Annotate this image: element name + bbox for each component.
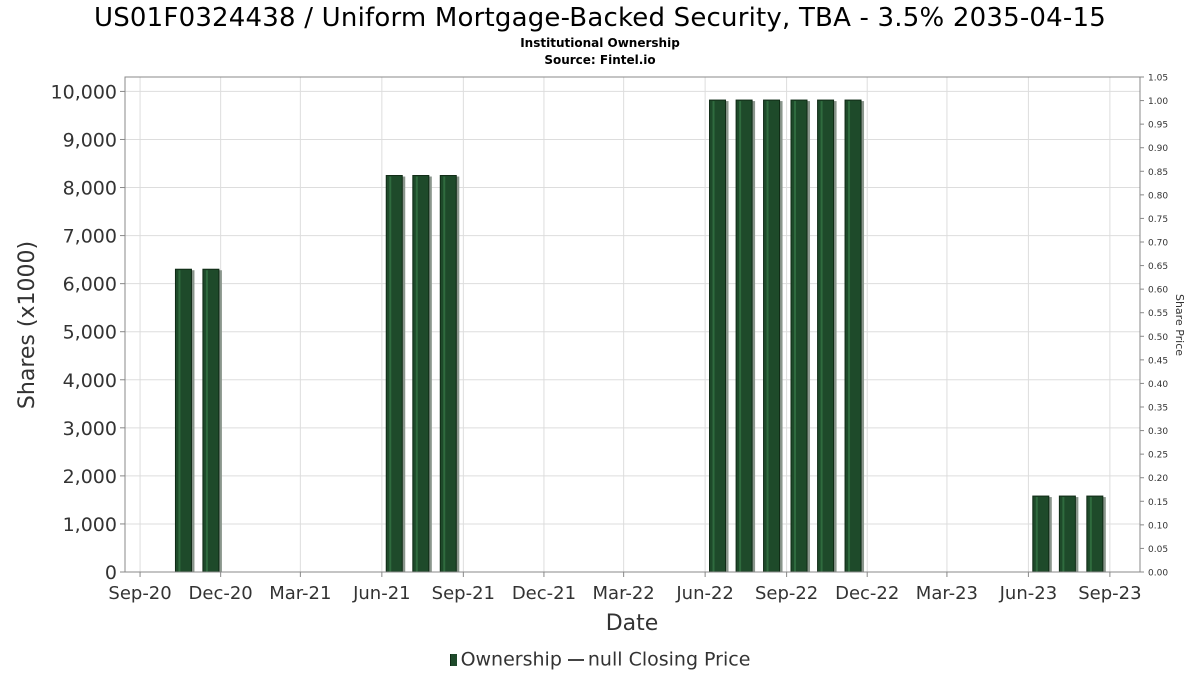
y2-tick-label: 0.15 xyxy=(1148,498,1168,508)
y2-tick-label: 0.30 xyxy=(1148,427,1168,437)
y2-axis: 0.00 0.05 0.10 0.15 0.20 0.25 0.30 0.35 0.40 0.45… xyxy=(1140,74,1168,579)
x-tick-label: Dec-21 xyxy=(512,583,576,604)
y2-tick-label: 0.55 xyxy=(1148,309,1168,319)
ownership-bar xyxy=(1032,495,1050,573)
y-tick-label: 9,000 xyxy=(63,129,117,151)
y-axis-label: Shares (x1000) xyxy=(15,241,40,409)
x-tick-label: Jun-22 xyxy=(675,583,734,604)
bar-highlight xyxy=(766,101,769,572)
y2-tick-label: 0.35 xyxy=(1148,404,1168,414)
bar-highlight xyxy=(415,176,418,573)
plot-frame xyxy=(124,76,1141,573)
bar-highlight xyxy=(443,176,446,573)
y-tick-label: 4,000 xyxy=(63,370,117,392)
bar-highlight xyxy=(848,101,851,572)
x-tick-label: Sep-22 xyxy=(755,583,818,604)
ownership-bar xyxy=(817,99,835,573)
x-tick-label: Mar-23 xyxy=(916,583,978,604)
bar-highlight xyxy=(712,101,715,572)
y-tick-label: 7,000 xyxy=(63,226,117,248)
ownership-bar xyxy=(439,175,457,573)
ownership-bar xyxy=(385,175,403,573)
ownership-bar xyxy=(202,268,220,573)
ownership-bar xyxy=(735,99,753,573)
y-tick-label: 10,000 xyxy=(51,81,117,103)
grid-lines xyxy=(125,77,1140,573)
y-tick-label: 1,000 xyxy=(63,514,117,536)
ownership-bar xyxy=(763,99,781,573)
bar-highlight xyxy=(178,270,181,572)
x-tick-label: Sep-23 xyxy=(1078,583,1141,604)
y-tick-label: 2,000 xyxy=(63,466,117,488)
bar-highlight xyxy=(1089,497,1092,572)
x-tick-label: Mar-22 xyxy=(593,583,655,604)
y2-tick-label: 0.75 xyxy=(1148,215,1168,225)
y-tick-label: 8,000 xyxy=(63,178,117,200)
x-tick-label: Mar-21 xyxy=(269,583,331,604)
bar-highlight xyxy=(794,101,797,572)
chart-source: Source: Fintel.io xyxy=(544,53,656,67)
bar-highlight xyxy=(1035,497,1038,572)
y-tick-label: 3,000 xyxy=(63,418,117,440)
bar-highlight xyxy=(739,101,742,572)
ownership-bar xyxy=(174,268,192,573)
ownership-bar xyxy=(790,99,808,573)
y2-tick-label: 0.65 xyxy=(1148,262,1168,272)
chart-title: US01F0324438 / Uniform Mortgage-Backed S… xyxy=(94,3,1106,33)
y2-tick-label: 0.70 xyxy=(1148,239,1168,249)
y2-tick-label: 0.80 xyxy=(1148,191,1168,201)
y2-axis-label: Share Price xyxy=(1173,294,1186,356)
y2-tick-label: 0.00 xyxy=(1148,569,1168,579)
y2-tick-label: 0.40 xyxy=(1148,380,1168,390)
bar-highlight xyxy=(205,270,208,572)
y2-tick-label: 0.50 xyxy=(1148,333,1168,343)
ownership-bar xyxy=(844,99,862,573)
y2-tick-label: 0.25 xyxy=(1148,451,1168,461)
bars xyxy=(174,99,1106,573)
x-tick-label: Sep-20 xyxy=(108,583,171,604)
x-tick-label: Jun-21 xyxy=(352,583,411,604)
legend: Ownership null Closing Price xyxy=(0,648,1200,671)
x-tick-label: Jun-23 xyxy=(999,583,1058,604)
ownership-bar xyxy=(1058,495,1076,573)
x-tick-label: Dec-20 xyxy=(189,583,253,604)
price-legend-label: null Closing Price xyxy=(587,648,751,671)
y2-tick-label: 1.00 xyxy=(1148,97,1168,107)
y2-tick-label: 0.20 xyxy=(1148,474,1168,484)
ownership-bar xyxy=(412,175,430,573)
y2-tick-label: 0.60 xyxy=(1148,286,1168,296)
x-axis: Sep-20 Dec-20 Mar-21 Jun-21 Sep-21 Dec-21 Mar-… xyxy=(108,572,1142,604)
ownership-bar xyxy=(709,99,727,573)
y2-tick-label: 0.10 xyxy=(1148,521,1168,531)
y2-tick-label: 0.45 xyxy=(1148,356,1168,366)
ownership-bar xyxy=(1086,495,1104,573)
bar-highlight xyxy=(1062,497,1065,572)
y-tick-label: 5,000 xyxy=(63,322,117,344)
chart-subtitle: Institutional Ownership xyxy=(520,36,680,50)
y-axis: 0 1,000 2,000 3,000 4,000 5,000 6,000 7,000 8,00… xyxy=(51,81,125,584)
y2-tick-label: 0.95 xyxy=(1148,121,1168,131)
ownership-legend-swatch xyxy=(449,653,457,666)
y-tick-label: 0 xyxy=(105,562,117,584)
bar-highlight xyxy=(820,101,823,572)
y2-tick-label: 0.05 xyxy=(1148,545,1168,555)
y2-tick-label: 1.05 xyxy=(1148,74,1168,84)
x-tick-label: Dec-22 xyxy=(835,583,899,604)
y-tick-label: 6,000 xyxy=(63,274,117,296)
y2-tick-label: 0.90 xyxy=(1148,144,1168,154)
x-axis-label: Date xyxy=(606,611,659,636)
bar-highlight xyxy=(389,176,392,573)
y2-tick-label: 0.85 xyxy=(1148,168,1168,178)
price-legend-line xyxy=(567,658,584,661)
x-tick-label: Sep-21 xyxy=(432,583,495,604)
ownership-legend-label: Ownership xyxy=(460,648,562,671)
